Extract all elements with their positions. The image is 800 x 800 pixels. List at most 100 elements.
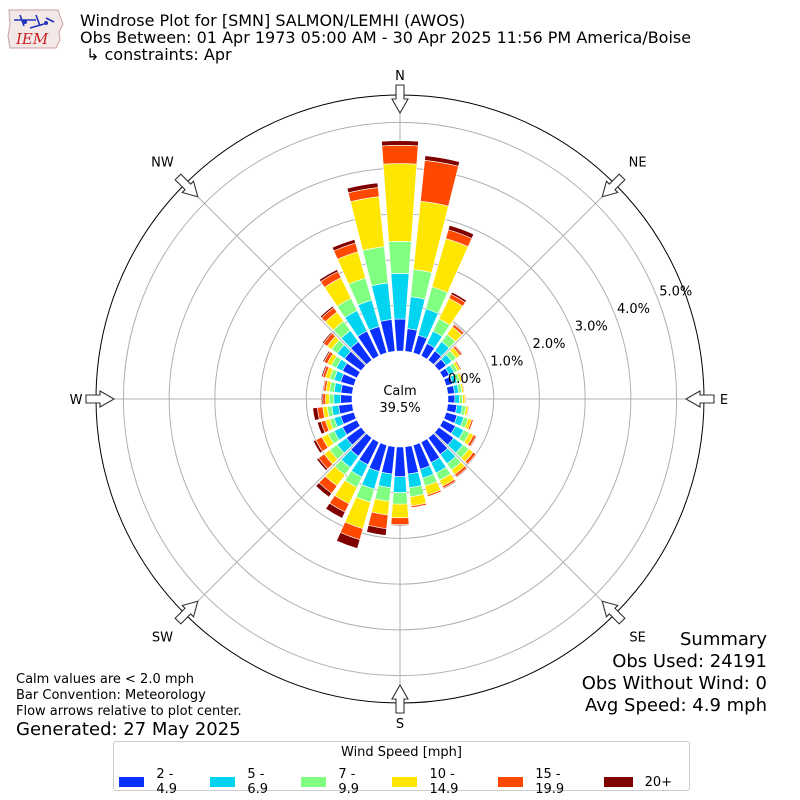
flow-arrow-shape [391, 683, 409, 714]
windrose-bar-segment [469, 419, 475, 431]
direction-label: SE [629, 631, 645, 646]
windrose-bar-segment [340, 394, 353, 404]
legend-label: 5 - 6.9 [247, 767, 269, 797]
flow-arrow-shape [174, 173, 199, 198]
flow-arrow-shape [601, 173, 626, 198]
flow-arrow-icon [174, 173, 199, 198]
windrose-bar-segment [377, 471, 393, 489]
legend-label: 20+ [644, 774, 672, 790]
windrose-bar-segment [390, 272, 410, 320]
flow-arrow-icon [391, 683, 409, 714]
iem-logo[interactable]: IEM [6, 6, 64, 50]
windrose-bar-segment [391, 503, 409, 519]
windrose-bar-segment [374, 485, 392, 502]
direction-label: W [70, 393, 83, 408]
summary-obs-used: Obs Used: 24191 [612, 651, 767, 672]
angular-gridline [184, 432, 367, 615]
windrose-bar-segment [410, 504, 428, 509]
windrose-bar-segment [340, 384, 354, 395]
windrose-bar-segment [442, 480, 457, 490]
windrose-bar-segment [393, 318, 407, 352]
windrose-bar-segment [382, 163, 418, 243]
windrose-bar-segment [390, 517, 410, 526]
angular-gridline [433, 432, 616, 615]
windrose-bar-segment [362, 246, 389, 287]
windrose-bar-segment [424, 155, 460, 167]
calm-circle [352, 351, 448, 447]
windrose-bar-segment [465, 393, 467, 405]
windrose-bar-segment [455, 467, 468, 478]
flow-note: Flow arrows relative to plot center. [16, 704, 242, 719]
legend-item: 7 - 9.9 [301, 767, 375, 797]
direction-label: E [720, 393, 728, 408]
windrose-bar-segment [390, 524, 410, 526]
flow-arrow-shape [601, 600, 626, 625]
direction-label: S [396, 717, 404, 732]
radial-tick-label: 4.0% [617, 302, 650, 317]
windrose-bar-segment [458, 394, 463, 404]
windrose-bar-segment [322, 350, 331, 363]
windrose-bar-segment [328, 393, 335, 405]
windrose-bar-segment [462, 382, 466, 393]
radial-tick-label: 2.0% [533, 337, 566, 352]
windrose-bar-segment [338, 403, 354, 415]
legend: Wind Speed [mph] 2 - 4.9 5 - 6.9 7 - 9.9… [113, 741, 690, 797]
flow-arrow-shape [85, 390, 116, 408]
windrose-bar-segment [455, 360, 463, 370]
windrose-bar-segment [466, 453, 478, 466]
radial-tick-label: 5.0% [659, 285, 692, 300]
constraints-label: ↳ constraints: Apr [86, 45, 232, 64]
radial-tick-label: 0.0% [448, 372, 481, 387]
flow-arrow-icon [174, 600, 199, 625]
radial-tick-label: 1.0% [490, 355, 523, 370]
legend-swatch [119, 777, 145, 787]
calm-label: Calm [383, 384, 416, 399]
flow-arrow-shape [684, 390, 715, 408]
flow-arrow-icon [684, 390, 715, 408]
summary-avg-speed: Avg Speed: 4.9 mph [585, 695, 767, 716]
summary-title: Summary [680, 629, 767, 650]
angular-gridline [433, 183, 616, 366]
windrose-bar-segment [325, 393, 330, 405]
windrose-bar-segment [392, 476, 408, 494]
legend-swatch [210, 777, 236, 787]
windrose-bar-segment [410, 269, 433, 300]
legend-swatch [392, 777, 418, 787]
windrose-bar-segment [453, 323, 466, 334]
direction-label: NE [629, 155, 647, 170]
windrose-bar-segment [312, 439, 323, 454]
legend-item: 20+ [603, 774, 672, 790]
legend-label: 2 - 4.9 [156, 767, 178, 797]
legend-swatch [603, 777, 633, 787]
legend-label: 7 - 9.9 [338, 767, 360, 797]
windrose-bar-segment [447, 224, 475, 239]
legend-item: 2 - 4.9 [119, 767, 193, 797]
windrose-bar-segment [316, 421, 326, 435]
windrose-bar-segment [322, 393, 326, 405]
windrose-bar-segment [346, 182, 379, 194]
windrose-bar-segment [420, 159, 459, 207]
windrose-bar-segment [316, 457, 329, 472]
radial-tick-label: 3.0% [575, 320, 608, 335]
calm-value: 39.5% [379, 401, 420, 416]
windrose-bar-segment [454, 344, 464, 355]
legend-item: 10 - 14.9 [392, 767, 481, 797]
legend-title: Wind Speed [mph] [341, 745, 462, 760]
windrose-bar-segment [318, 269, 339, 283]
windrose-bar-segment [312, 407, 320, 421]
legend-label: 10 - 14.9 [429, 767, 459, 797]
flow-arrow-shape [174, 600, 199, 625]
legend-swatch [497, 777, 524, 787]
flow-arrow-icon [85, 390, 116, 408]
logo-text: IEM [16, 30, 49, 48]
legend-item: 15 - 19.9 [497, 767, 587, 797]
flow-arrow-icon [601, 600, 626, 625]
bar-convention-note: Bar Convention: Meteorology [16, 688, 206, 703]
legend-label: 15 - 19.9 [535, 767, 565, 797]
summary-obs-without-wind: Obs Without Wind: 0 [581, 673, 767, 694]
angular-gridline [184, 183, 367, 366]
windrose-bar-segment [381, 140, 419, 147]
windrose-bar-segment [459, 371, 465, 382]
windrose-bar-segment [320, 365, 327, 378]
